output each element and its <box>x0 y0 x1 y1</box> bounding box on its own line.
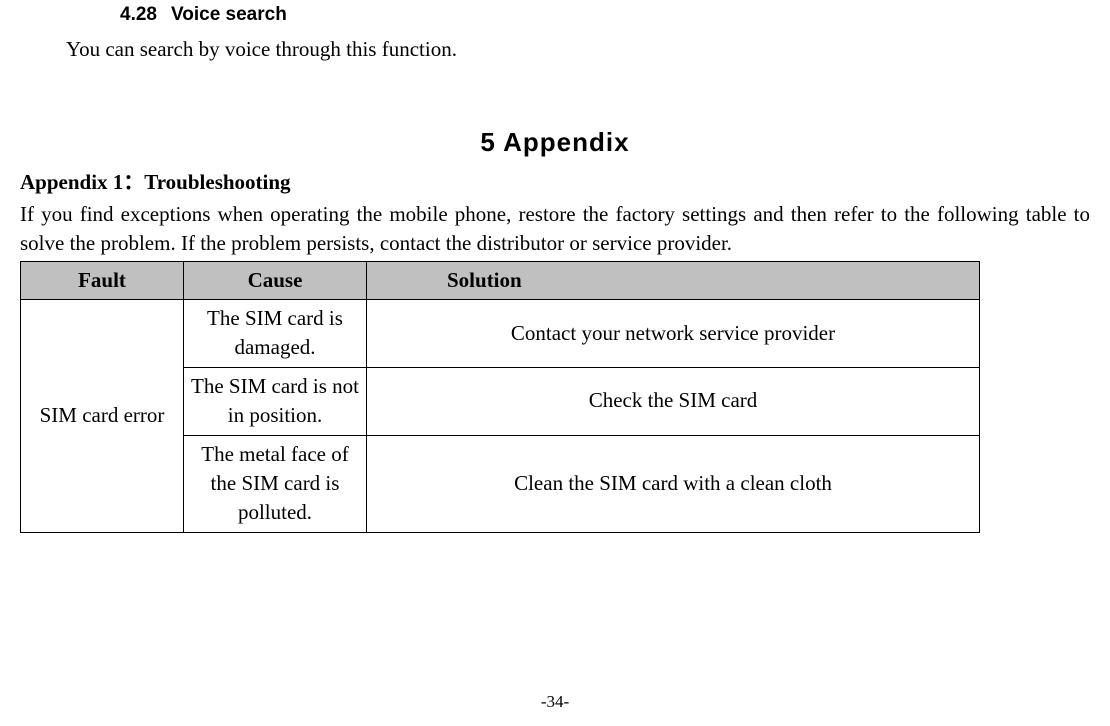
page-number: -34- <box>0 690 1110 714</box>
chapter-heading: 5 Appendix <box>20 124 1090 160</box>
solution-cell: Clean the SIM card with a clean cloth <box>367 435 980 532</box>
table-row: SIM card error The SIM card is damaged. … <box>21 299 980 367</box>
fault-cell: SIM card error <box>21 299 184 532</box>
fault-label: SIM card error <box>27 401 177 430</box>
appendix-intro: If you find exceptions when operating th… <box>20 200 1090 259</box>
table-header-row: Fault Cause Solution <box>21 261 980 299</box>
col-fault: Fault <box>21 261 184 299</box>
solution-cell: Check the SIM card <box>367 367 980 435</box>
solution-cell: Contact your network service provider <box>367 299 980 367</box>
section-number: 4.28 <box>120 4 157 25</box>
cause-cell: The SIM card is damaged. <box>184 299 367 367</box>
section-title: Voice search <box>171 4 287 25</box>
section-body: You can search by voice through this fun… <box>66 35 1090 64</box>
col-cause: Cause <box>184 261 367 299</box>
chapter-title-text: Appendix <box>503 127 629 157</box>
appendix-label: Appendix 1：Troubleshooting <box>20 168 1090 197</box>
troubleshooting-table: Fault Cause Solution SIM card error The … <box>20 261 980 533</box>
document-page: 4.28 Voice search You can search by voice… <box>0 0 1110 533</box>
chapter-number: 5 <box>480 127 495 157</box>
col-solution: Solution <box>367 261 980 299</box>
cause-cell: The SIM card is not in position. <box>184 367 367 435</box>
cause-cell: The metal face of the SIM card is pollut… <box>184 435 367 532</box>
section-heading: 4.28 Voice search <box>120 0 1090 29</box>
